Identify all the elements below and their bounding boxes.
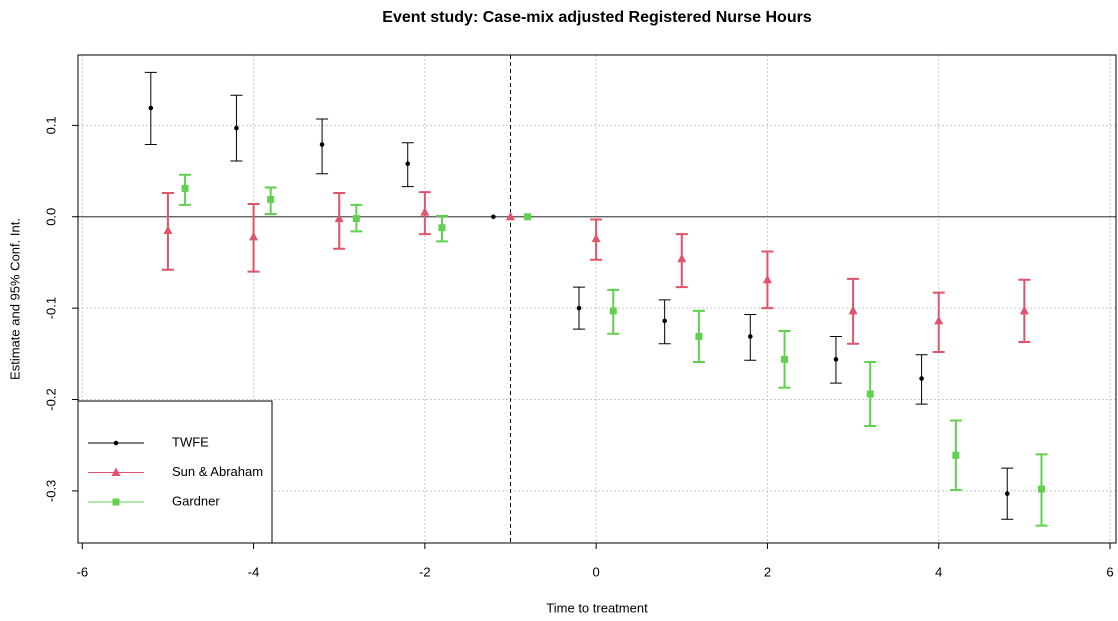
point xyxy=(163,225,173,234)
chart-title: Event study: Case-mix adjusted Registere… xyxy=(382,9,812,26)
y-tick-label: 0.0 xyxy=(43,208,58,226)
point xyxy=(762,274,772,284)
legend-label: Gardner xyxy=(172,493,220,508)
point xyxy=(420,207,430,216)
point xyxy=(1037,485,1045,493)
legend-label: TWFE xyxy=(172,434,209,449)
point xyxy=(934,315,944,325)
point xyxy=(848,305,858,315)
point xyxy=(491,214,496,220)
x-tick-label: 6 xyxy=(1106,564,1113,579)
point xyxy=(234,125,239,131)
point xyxy=(405,161,411,167)
point xyxy=(662,318,667,324)
point xyxy=(833,357,839,362)
point xyxy=(506,211,515,221)
point xyxy=(1019,305,1029,315)
y-tick-label: -0.1 xyxy=(43,297,58,319)
x-tick-label: -2 xyxy=(419,564,431,579)
legend-marker xyxy=(113,440,119,446)
x-tick-label: -6 xyxy=(77,564,89,579)
x-tick-label: 0 xyxy=(593,564,600,579)
x-tick-label: 4 xyxy=(935,564,942,579)
x-axis-label: Time to treatment xyxy=(546,600,648,615)
point xyxy=(319,142,325,147)
point xyxy=(352,215,360,223)
point xyxy=(695,332,703,340)
point xyxy=(677,253,687,263)
point xyxy=(866,390,874,398)
point xyxy=(1004,491,1010,496)
y-tick-label: 0.1 xyxy=(43,116,58,134)
point xyxy=(781,355,789,363)
point xyxy=(591,233,601,243)
x-tick-label: 2 xyxy=(764,564,771,579)
point xyxy=(952,451,960,459)
plot-frame xyxy=(77,54,1117,544)
y-tick-label: -0.2 xyxy=(43,388,58,410)
point xyxy=(524,213,532,221)
y-tick-label: -0.3 xyxy=(43,480,58,502)
point xyxy=(609,307,617,315)
x-tick-label: -4 xyxy=(248,564,260,579)
point xyxy=(334,213,344,223)
point xyxy=(919,376,924,381)
point xyxy=(438,224,446,232)
legend-label: Sun & Abraham xyxy=(172,464,263,479)
legend-marker xyxy=(111,467,121,476)
point xyxy=(267,195,275,203)
y-axis-label: Estimate and 95% Conf. Int. xyxy=(7,218,22,380)
point xyxy=(148,105,154,111)
legend-marker xyxy=(112,498,120,506)
point xyxy=(576,305,582,311)
point xyxy=(748,334,753,339)
point xyxy=(181,184,189,192)
point xyxy=(249,231,259,241)
